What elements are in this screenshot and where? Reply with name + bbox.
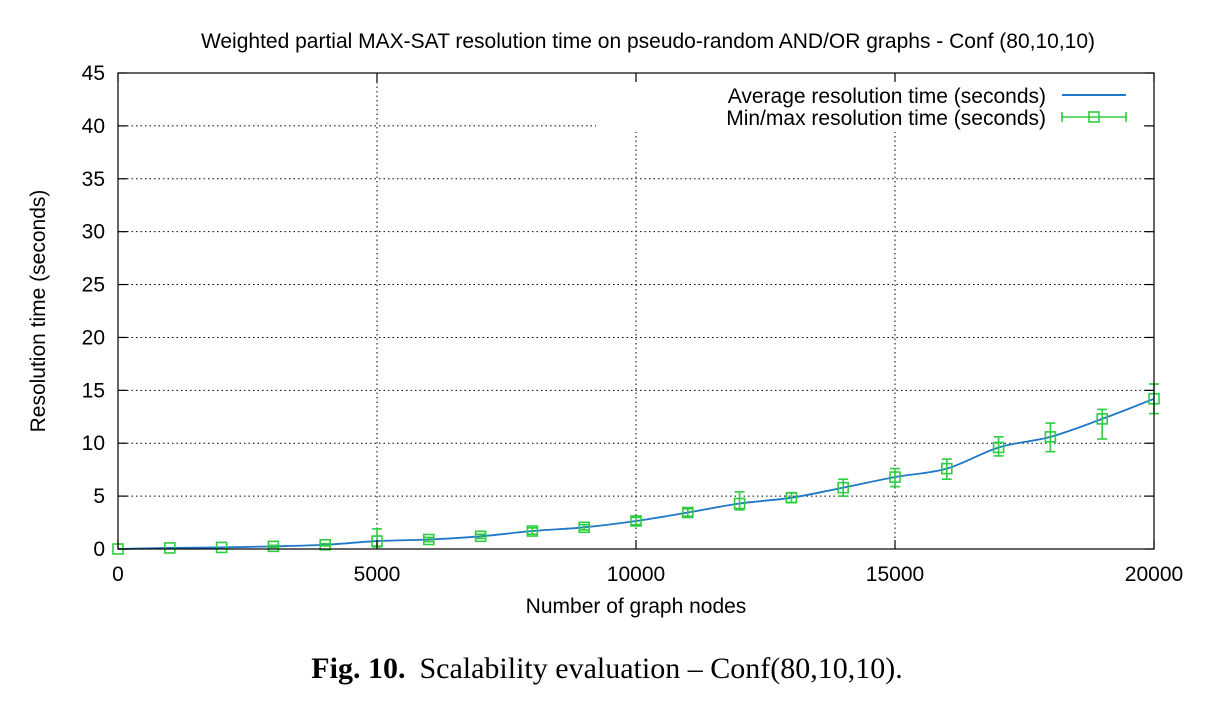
- axis-ticks: 0 5 10 15 20 25 30 35 40 45 0 5000 10000 15000 20000: [82, 62, 1184, 586]
- errorbar-point: [785, 491, 798, 504]
- data-marker: [1096, 413, 1108, 425]
- y-tick-label: 25: [82, 274, 105, 297]
- data-marker: [422, 533, 435, 546]
- y-tick-label: 35: [82, 168, 105, 191]
- y-tick-label: 0: [93, 538, 105, 561]
- errorbar-point: [733, 491, 746, 511]
- data-marker: [785, 491, 798, 504]
- data-marker: [526, 525, 539, 537]
- grid: [118, 73, 1154, 549]
- x-tick-label: 20000: [1125, 563, 1183, 586]
- errorbar-point: [215, 541, 228, 554]
- data-marker: [630, 515, 642, 527]
- data-marker: [681, 506, 694, 519]
- data-marker: [733, 497, 746, 510]
- y-tick-label: 40: [82, 115, 105, 138]
- y-axis-label: Resolution time (seconds): [27, 190, 50, 433]
- legend-label-minmax: Min/max resolution time (seconds): [726, 107, 1046, 130]
- y-tick-label: 5: [93, 485, 105, 508]
- x-tick-label: 15000: [866, 563, 924, 586]
- data-marker: [992, 441, 1005, 454]
- data-marker: [164, 542, 176, 554]
- data-marker: [889, 471, 901, 483]
- data-marker: [267, 540, 280, 553]
- data-marker: [215, 541, 228, 554]
- legend-background: [596, 80, 1144, 132]
- legend: [596, 80, 1144, 132]
- legend-swatch-minmax: [1061, 111, 1127, 123]
- data-marker: [1044, 431, 1057, 443]
- errorbar-point: [526, 525, 539, 537]
- y-tick-label: 10: [82, 432, 105, 455]
- errorbar-point: [319, 538, 332, 551]
- x-axis-label: Number of graph nodes: [526, 595, 747, 618]
- y-tick-label: 15: [82, 379, 105, 402]
- chart: Weighted partial MAX-SAT resolution time…: [27, 30, 1184, 618]
- x-tick-label: 5000: [354, 563, 401, 586]
- legend-entries: Average resolution time (seconds) Min/ma…: [726, 85, 1127, 130]
- errorbar-point: [1096, 408, 1108, 440]
- errorbar-point: [992, 436, 1005, 457]
- errorbar-point: [422, 533, 435, 546]
- caption-text: Scalability evaluation – Conf(80,10,10).: [419, 652, 903, 685]
- data-marker: [319, 538, 332, 551]
- plot-frame: [117, 72, 1155, 550]
- y-tick-label: 45: [82, 62, 105, 85]
- chart-title: Weighted partial MAX-SAT resolution time…: [201, 30, 1095, 53]
- errorbar-point: [578, 521, 591, 534]
- x-tick-label: 0: [112, 563, 124, 586]
- y-tick-label: 30: [82, 221, 105, 244]
- errorbar-point: [681, 506, 694, 519]
- errorbar-point: [164, 542, 176, 554]
- caption-label: Fig. 10.: [311, 652, 406, 685]
- data-marker: [578, 521, 591, 534]
- errorbar-point: [837, 478, 850, 497]
- errorbar-point: [889, 467, 901, 488]
- data-marker: [474, 530, 487, 543]
- errorbar-point: [474, 530, 487, 543]
- x-tick-label: 10000: [607, 563, 665, 586]
- data-marker: [837, 481, 850, 494]
- errorbar-point: [940, 458, 953, 480]
- data-marker: [940, 462, 953, 475]
- y-tick-label: 20: [82, 326, 105, 349]
- legend-label-average: Average resolution time (seconds): [728, 85, 1046, 108]
- errorbar-point: [630, 515, 642, 527]
- errorbar-point: [1044, 422, 1057, 453]
- figure-caption: Fig. 10. Scalability evaluation – Conf(80…: [0, 652, 1214, 686]
- errorbar-point: [267, 540, 280, 553]
